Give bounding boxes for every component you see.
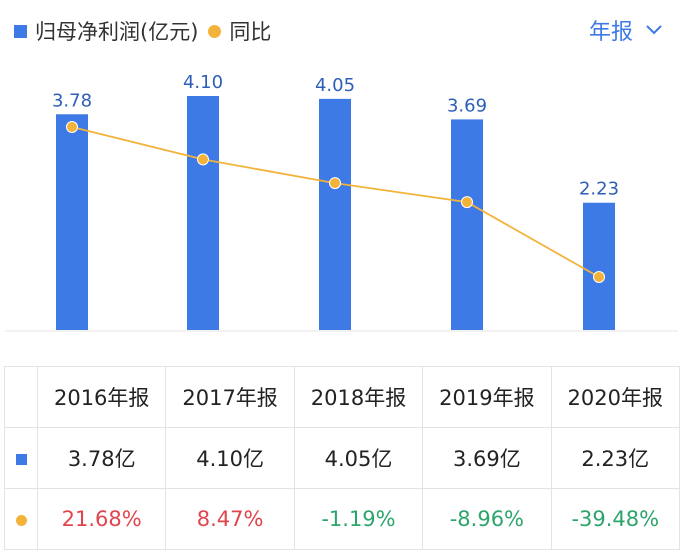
bar-legend-label: 归母净利润(亿元) xyxy=(35,20,199,44)
yoy-cell: 8.47% xyxy=(165,488,295,550)
line-legend-swatch xyxy=(208,24,222,38)
table-row-yoy: 21.68% 8.47% -1.19% -8.96% -39.48% xyxy=(4,488,681,550)
bar-value-label: 4.05 xyxy=(315,75,355,96)
bar-value-label: 3.78 xyxy=(52,90,92,111)
profit-cell: 3.69亿 xyxy=(422,427,552,489)
yoy-row-marker xyxy=(4,488,38,550)
profit-cell: 2.23亿 xyxy=(550,427,681,489)
bar xyxy=(319,98,351,330)
bar-value-label: 2.23 xyxy=(579,179,619,200)
period-selector-label: 年报 xyxy=(588,20,633,45)
yoy-point xyxy=(593,271,605,283)
bar-legend-swatch xyxy=(14,24,27,38)
yoy-point xyxy=(461,196,473,209)
bar-value-label: 3.69 xyxy=(447,95,487,116)
bar xyxy=(583,202,615,330)
table-header-cell: 2020年报 xyxy=(550,366,681,428)
bar xyxy=(451,119,483,331)
profit-chart: 3.78 4.10 4.05 3.69 2.23 xyxy=(5,72,678,332)
bar-series-marker xyxy=(15,454,27,465)
chevron-down-icon xyxy=(646,25,662,35)
yoy-cell: 21.68% xyxy=(36,488,167,550)
table-header-row: 2016年报 2017年报 2018年报 2019年报 2020年报 xyxy=(4,366,681,428)
table-header-cell: 2016年报 xyxy=(36,366,167,428)
period-selector[interactable]: 年报 xyxy=(589,14,663,46)
table-row-profit: 3.78亿 4.10亿 4.05亿 3.69亿 2.23亿 xyxy=(4,427,681,489)
bar xyxy=(56,114,88,330)
bar-value-label: 4.10 xyxy=(183,72,223,93)
bar xyxy=(187,96,219,330)
yoy-point xyxy=(66,121,78,133)
yoy-cell: -39.48% xyxy=(550,488,681,550)
profit-row-marker xyxy=(4,427,38,489)
profit-cell: 4.10亿 xyxy=(165,427,295,489)
table-header-cell: 2017年报 xyxy=(165,366,295,428)
data-table: 2016年报 2017年报 2018年报 2019年报 2020年报 3.78亿… xyxy=(4,366,681,550)
table-header-cell: 2019年报 xyxy=(422,366,552,428)
profit-cell: 3.78亿 xyxy=(36,427,167,489)
yoy-cell: -8.96% xyxy=(422,488,552,550)
yoy-cell: -1.19% xyxy=(293,488,424,550)
chart-legend: 归母净利润(亿元) 同比 xyxy=(14,16,271,46)
line-series-marker xyxy=(15,515,27,526)
yoy-point xyxy=(197,153,209,166)
table-header-cell: 2018年报 xyxy=(293,366,424,428)
profit-cell: 4.05亿 xyxy=(293,427,424,489)
yoy-point xyxy=(329,177,341,190)
line-legend-label: 同比 xyxy=(229,20,272,44)
table-corner-cell xyxy=(4,366,38,428)
